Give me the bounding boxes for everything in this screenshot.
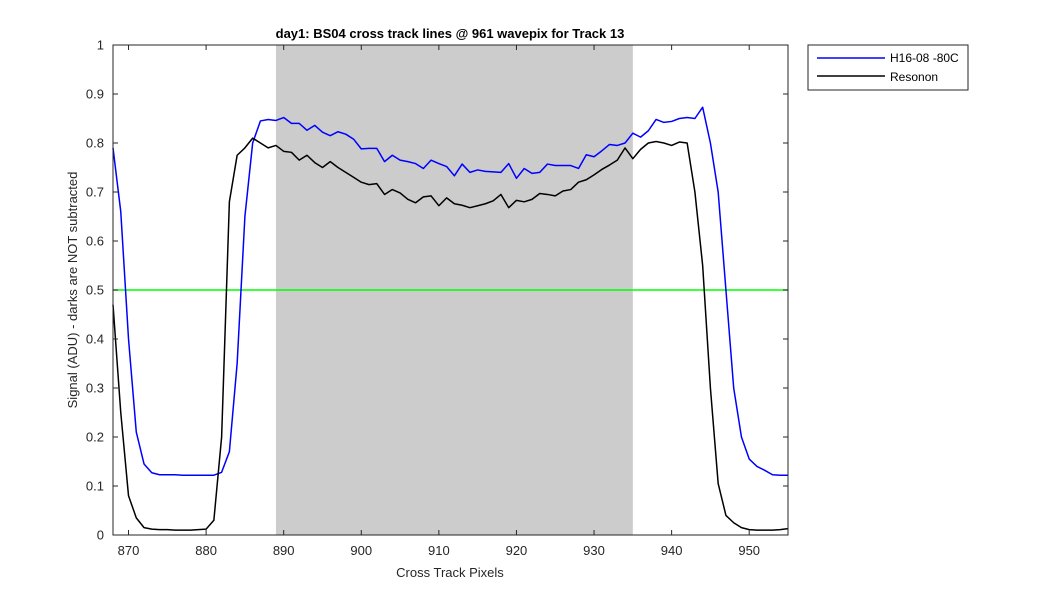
x-tick-label: 900 (350, 543, 372, 558)
series-layer (112, 106, 789, 531)
y-tick-label: 1 (97, 38, 104, 53)
x-tick-label: 910 (428, 543, 450, 558)
x-tick-label: 950 (738, 543, 760, 558)
legend-box (807, 44, 969, 91)
y-tick-label: 0.7 (86, 185, 104, 200)
y-tick-label: 0.8 (86, 136, 104, 151)
x-axis-label: Cross Track Pixels (396, 565, 504, 580)
y-tick-label: 0.2 (86, 430, 104, 445)
series-line-h16-08 (112, 106, 788, 476)
x-tick-label: 870 (118, 543, 140, 558)
legend: H16-08 -80C Resonon (807, 44, 969, 91)
y-tick-label: 0.1 (86, 479, 104, 494)
chart-title: day1: BS04 cross track lines @ 961 wavep… (276, 26, 625, 41)
y-tick-label: 0.5 (86, 283, 104, 298)
legend-label-h16-08: H16-08 -80C (890, 51, 959, 65)
y-tick-label: 0.4 (86, 332, 104, 347)
x-tick-label: 940 (661, 543, 683, 558)
x-tick-label: 930 (583, 543, 605, 558)
y-tick-label: 0 (97, 528, 104, 543)
y-axis-label: Signal (ADU) - darks are NOT subtracted (65, 172, 80, 409)
y-tick-label: 0.3 (86, 381, 104, 396)
y-tick-label: 0.9 (86, 87, 104, 102)
x-tick-label: 880 (195, 543, 217, 558)
series-line-resonon (112, 137, 789, 531)
y-axis-ticks: 0 0.1 0.2 0.3 0.4 0.5 0.6 0.7 0.8 0.9 1 (86, 38, 788, 543)
x-tick-label: 890 (273, 543, 295, 558)
y-tick-label: 0.6 (86, 234, 104, 249)
legend-label-resonon: Resonon (890, 70, 938, 84)
x-tick-label: 920 (506, 543, 528, 558)
x-axis-ticks: 870 880 890 900 910 920 930 940 950 (118, 45, 760, 558)
